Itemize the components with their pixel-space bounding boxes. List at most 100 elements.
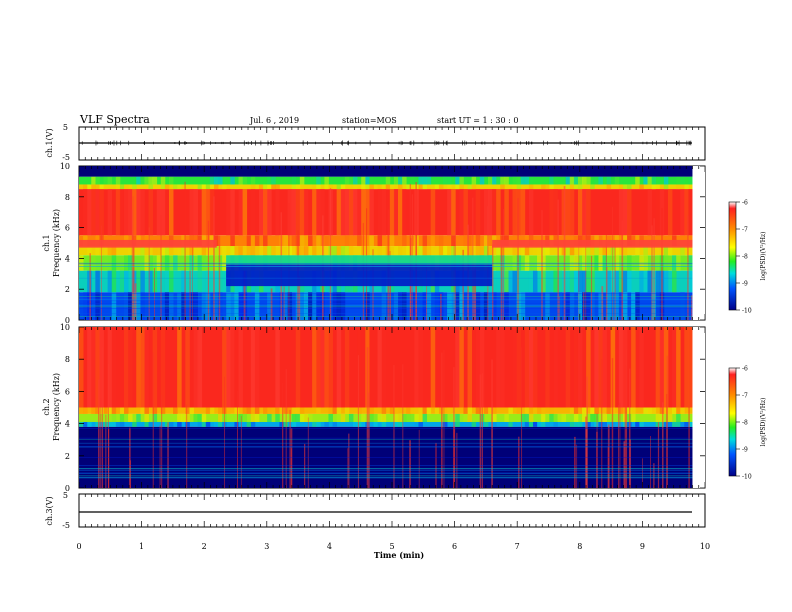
spectrogram-cell: [528, 176, 534, 185]
ch1-colorbar-gradient: [728, 201, 737, 311]
spectrogram-cell: [508, 270, 513, 293]
spectrogram-cell: [590, 292, 595, 320]
spectrogram-cell: [316, 327, 321, 408]
spectrogram-cell: [528, 413, 534, 422]
sferic-streak: [517, 198, 519, 320]
spectrogram-cell: [144, 327, 149, 408]
spectrogram-cell: [451, 189, 456, 236]
spectrogram-cell: [332, 246, 338, 256]
spectrogram-cell: [83, 407, 88, 414]
spectrogram-cell: [275, 407, 280, 414]
spectrogram-cell: [250, 176, 256, 185]
sferic-streak: [134, 283, 137, 320]
spectrogram-cell: [577, 184, 583, 190]
spectrogram-cell: [389, 235, 395, 247]
spectrogram-cell: [631, 292, 636, 320]
spectrogram-cell: [369, 407, 374, 414]
spectrogram-cell: [430, 189, 436, 236]
sferic-streak: [666, 394, 668, 488]
spectrogram-cell: [213, 421, 219, 427]
spectrogram-cell: [328, 407, 333, 414]
spectrogram-cell: [553, 421, 558, 427]
spectrogram-cell: [504, 413, 509, 422]
spectrogram-cell: [651, 176, 657, 185]
spectrogram-cell: [123, 407, 129, 414]
spectrogram-band-4: [79, 235, 693, 247]
spectrogram-cell: [496, 327, 501, 408]
sferic-streak: [501, 234, 503, 320]
ch1-colorbar-label: log(PSD)(V²/Hz): [760, 232, 767, 281]
spectrogram-cell: [373, 421, 378, 427]
spectrogram-cell: [303, 235, 309, 247]
spectrogram-cell: [414, 413, 419, 422]
spectrogram-cell: [447, 184, 452, 190]
spectrogram-cell: [643, 270, 648, 293]
spectrogram-cell: [168, 270, 174, 293]
spectrogram-cell: [418, 246, 423, 256]
spectrogram-cell: [99, 184, 104, 190]
spectrogram-cell: [573, 255, 579, 271]
spectrogram-cell: [676, 176, 681, 185]
spectrogram-cell: [148, 189, 154, 236]
spectrogram-cell: [181, 292, 186, 320]
spectrogram-cell: [168, 189, 174, 236]
spectrogram-cell: [365, 184, 370, 190]
spectrogram-cell: [483, 246, 489, 256]
spectrogram-cell: [148, 176, 154, 185]
spectrogram-cell: [496, 255, 501, 271]
spectrogram-cell: [348, 189, 354, 236]
sferic-streak: [601, 286, 604, 320]
spectrogram-cell: [573, 270, 579, 293]
spectrogram-cell: [111, 270, 117, 293]
spectrogram-cell: [353, 189, 358, 236]
spectrogram-cell: [209, 184, 215, 190]
spectrogram-cell: [492, 292, 497, 320]
spectrogram-cell: [213, 270, 219, 293]
colorbar-tick-label: -6: [742, 200, 748, 207]
spectrogram-cell: [128, 246, 133, 256]
spectrogram-cell: [377, 176, 383, 185]
sferic-streak: [154, 267, 156, 320]
spectrogram-cell: [418, 176, 423, 185]
spectrogram-cell: [541, 184, 546, 190]
spectrogram-cell: [238, 292, 243, 320]
spectrogram-cell: [618, 327, 624, 408]
spectrogram-cell: [680, 176, 685, 185]
sferic-streak: [131, 209, 133, 320]
spectrogram-cell: [144, 413, 149, 422]
spectrogram-cell: [140, 327, 145, 408]
spectrogram-cell: [565, 292, 571, 320]
sferic-streak: [624, 365, 627, 488]
spectrogram-cell: [119, 421, 125, 427]
spectrogram-cell: [201, 189, 207, 236]
spectrogram-cell: [516, 255, 522, 271]
sferic-streak: [409, 183, 411, 320]
spectrogram-cell: [402, 189, 407, 236]
spectrogram-cell: [573, 421, 579, 427]
spectrogram-cell: [271, 184, 276, 190]
spectrogram-cell: [173, 184, 178, 190]
spectrogram-cell: [643, 176, 648, 185]
spectrogram-cell: [545, 246, 550, 256]
spectrogram-cell: [91, 255, 96, 271]
spectrogram-cell: [398, 189, 403, 236]
spectrogram-cell: [537, 421, 542, 427]
spectrogram-cell: [455, 421, 460, 427]
spectrogram-cell: [614, 270, 620, 293]
spectrogram-cell: [344, 235, 350, 247]
spectrogram-cell: [602, 413, 607, 422]
spectrogram-cell: [569, 413, 575, 422]
spectrogram-cell: [254, 246, 260, 256]
spectrogram-cell: [479, 327, 485, 408]
sferic-streak: [207, 220, 210, 320]
spectrogram-cell: [680, 407, 685, 414]
time-tick-label: 8: [577, 542, 582, 551]
spectrogram-cell: [128, 413, 133, 422]
spectrogram-cell: [516, 407, 522, 414]
spectrogram-cell: [676, 407, 681, 414]
spectrogram-cell: [602, 421, 607, 427]
spectrogram-cell: [95, 270, 100, 293]
colorbar-tick-label: -8: [742, 254, 748, 261]
spectrogram-cell: [455, 184, 460, 190]
spectrogram-cell: [197, 255, 203, 271]
